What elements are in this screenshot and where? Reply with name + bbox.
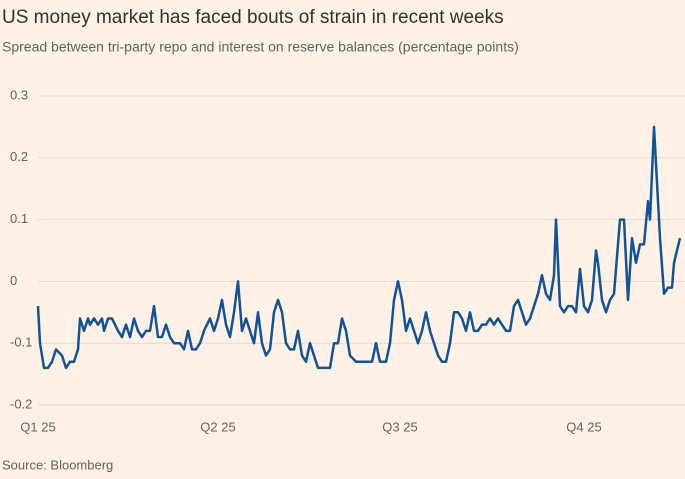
chart-title: US money market has faced bouts of strai… (2, 7, 504, 28)
x-tick-label: Q3 25 (382, 419, 417, 434)
y-tick-label: -0.1 (10, 335, 32, 350)
y-tick-label: 0 (10, 273, 17, 288)
x-tick-label: Q4 25 (566, 419, 601, 434)
x-tick-label: Q2 25 (200, 419, 235, 434)
chart-subtitle: Spread between tri-party repo and intere… (2, 39, 519, 55)
source: Source: Bloomberg (2, 457, 113, 472)
line (36, 125, 682, 370)
y-tick-label: 0.2 (10, 149, 28, 164)
y-tick-label: 0.3 (10, 87, 28, 102)
y-tick-label: -0.2 (10, 396, 32, 411)
x-tick-label: Q1 25 (20, 419, 55, 434)
y-tick-label: 0.1 (10, 211, 28, 226)
